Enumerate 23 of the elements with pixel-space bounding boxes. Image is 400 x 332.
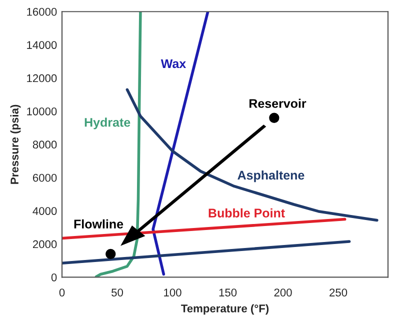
x-tick-label: 150 [219,288,237,296]
y-tick-label: 8000 [32,140,57,149]
x-tick-label: 200 [274,288,292,296]
y-tick-label: 16000 [27,8,57,16]
y-axis-title: Pressure (psia) [10,104,21,184]
series-label: Wax [160,59,186,68]
y-tick-label: 0 [51,273,57,282]
x-axis-title: Temperature (°F) [181,304,269,315]
y-tick-label: 4000 [32,207,57,215]
y-tick-label: 2000 [32,240,57,248]
x-tick-label: 0 [59,288,65,296]
annotation: Flowline [74,219,124,229]
y-tick-label: 14000 [27,41,57,49]
series-label: Asphaltene [238,170,304,182]
series-label: Hydrate [84,118,130,130]
series-label: Bubble Point [208,208,285,218]
series-label: Reservoir [249,98,306,108]
x-tick-label: 100 [164,288,182,296]
y-tick-label: 10000 [27,107,57,116]
y-tick-label: 6000 [32,174,57,182]
x-tick-label: 50 [112,288,123,296]
y-tick-label: 12000 [27,74,57,82]
x-tick-label: 250 [330,288,348,296]
